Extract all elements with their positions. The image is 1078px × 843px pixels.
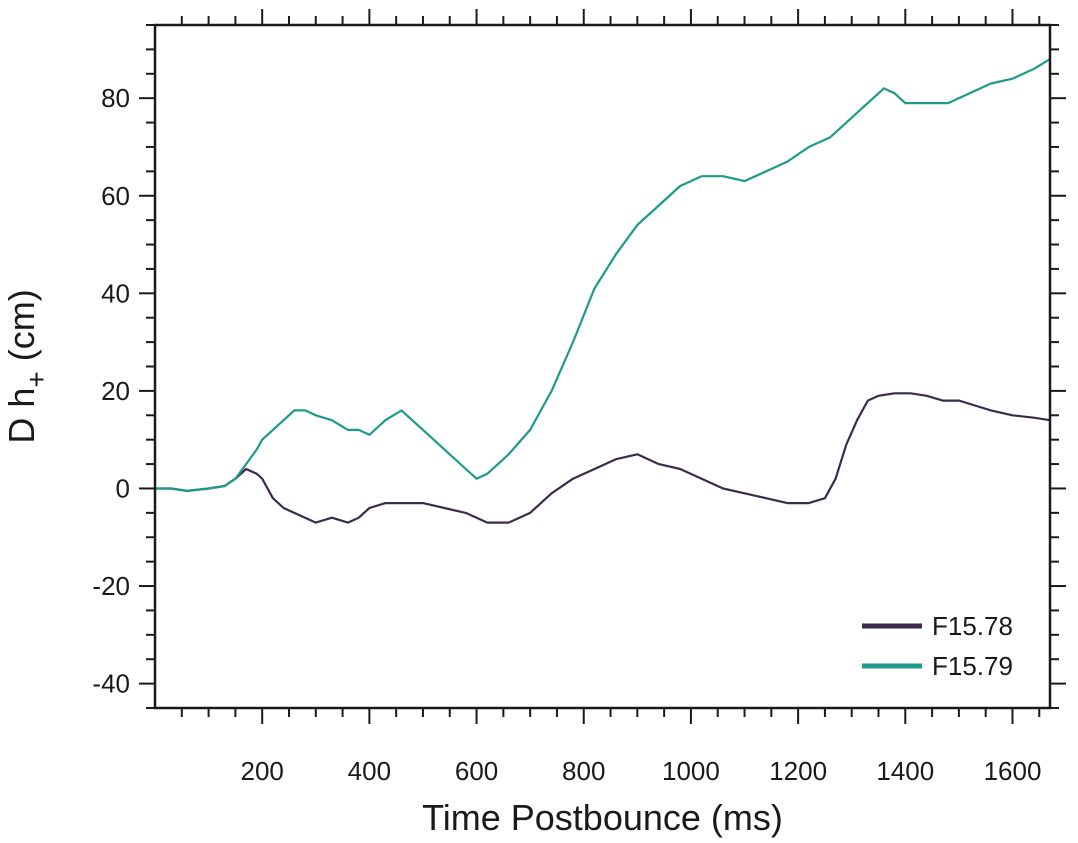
y-tick-label: 80 — [101, 83, 130, 113]
y-axis-title-unit: (cm) — [1, 289, 42, 371]
x-tick-label: 1400 — [876, 756, 934, 786]
y-axis-title: D h+ (cm) — [1, 289, 52, 443]
series-line-1 — [155, 392, 1051, 524]
y-tick-label: -20 — [92, 571, 130, 601]
y-tick-label: 0 — [116, 473, 130, 503]
x-axis-title: Time Postbounce (ms) — [422, 797, 783, 838]
legend-label-1: F15.78 — [932, 611, 1013, 641]
y-axis-title-main: D h — [1, 388, 42, 444]
x-tick-label: 800 — [562, 756, 605, 786]
axis-ticks — [139, 9, 1066, 724]
legend: F15.78 F15.79 — [862, 611, 1013, 681]
x-tick-label: 400 — [348, 756, 391, 786]
series-line-2 — [155, 58, 1051, 492]
axis-tick-labels: 200 400 600 800 1000 1200 1400 1600 -40 -20 0 20 40 6… — [92, 83, 1041, 786]
legend-label-2: F15.79 — [932, 651, 1013, 681]
x-tick-label: 600 — [455, 756, 498, 786]
plot-frame — [153, 23, 1052, 710]
y-axis-title-subscript: + — [21, 371, 52, 387]
y-tick-label: 60 — [101, 181, 130, 211]
plot-lines — [155, 58, 1051, 524]
x-tick-label: 1600 — [984, 756, 1042, 786]
x-tick-label: 1200 — [769, 756, 827, 786]
x-tick-label: 1000 — [662, 756, 720, 786]
x-tick-label: 200 — [240, 756, 283, 786]
y-tick-label: -40 — [92, 669, 130, 699]
y-tick-label: 20 — [101, 376, 130, 406]
y-tick-label: 40 — [101, 278, 130, 308]
